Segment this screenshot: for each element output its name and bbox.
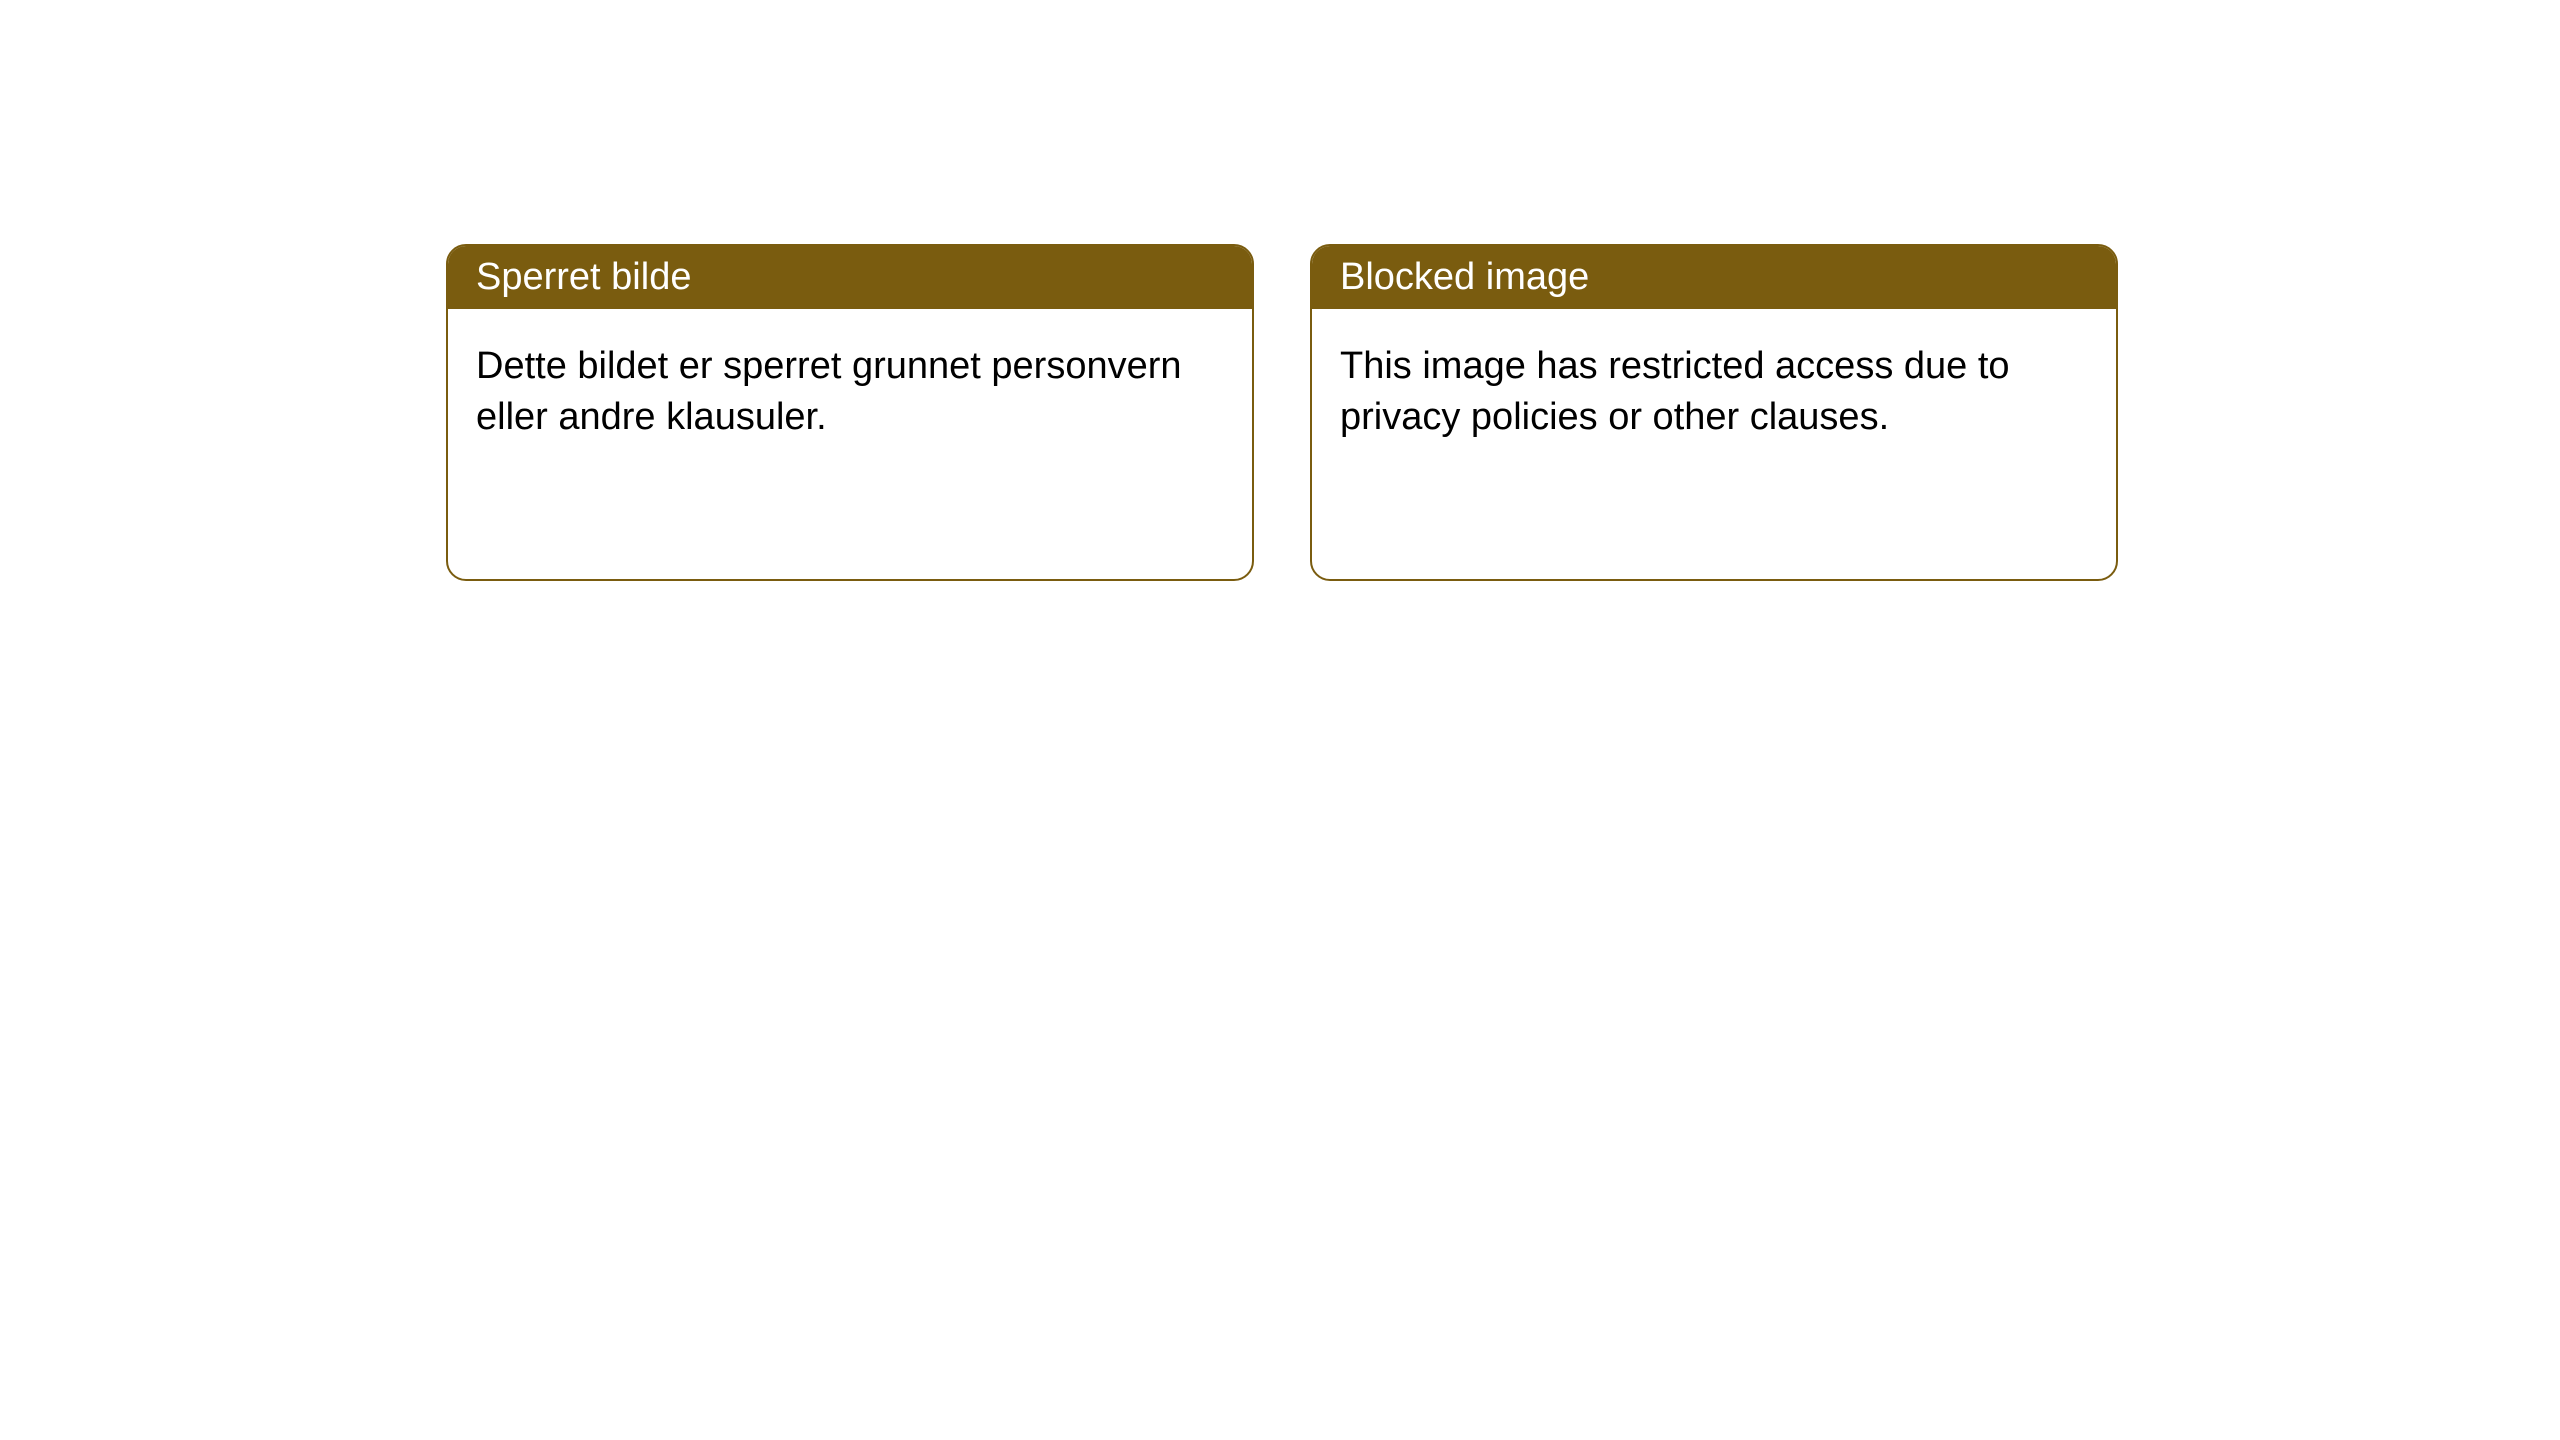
notice-card-norwegian: Sperret bilde Dette bildet er sperret gr…	[446, 244, 1254, 581]
notice-container: Sperret bilde Dette bildet er sperret gr…	[0, 0, 2560, 581]
notice-title: Blocked image	[1312, 246, 2116, 309]
notice-card-english: Blocked image This image has restricted …	[1310, 244, 2118, 581]
notice-body: This image has restricted access due to …	[1312, 309, 2116, 476]
notice-body: Dette bildet er sperret grunnet personve…	[448, 309, 1252, 476]
notice-title: Sperret bilde	[448, 246, 1252, 309]
